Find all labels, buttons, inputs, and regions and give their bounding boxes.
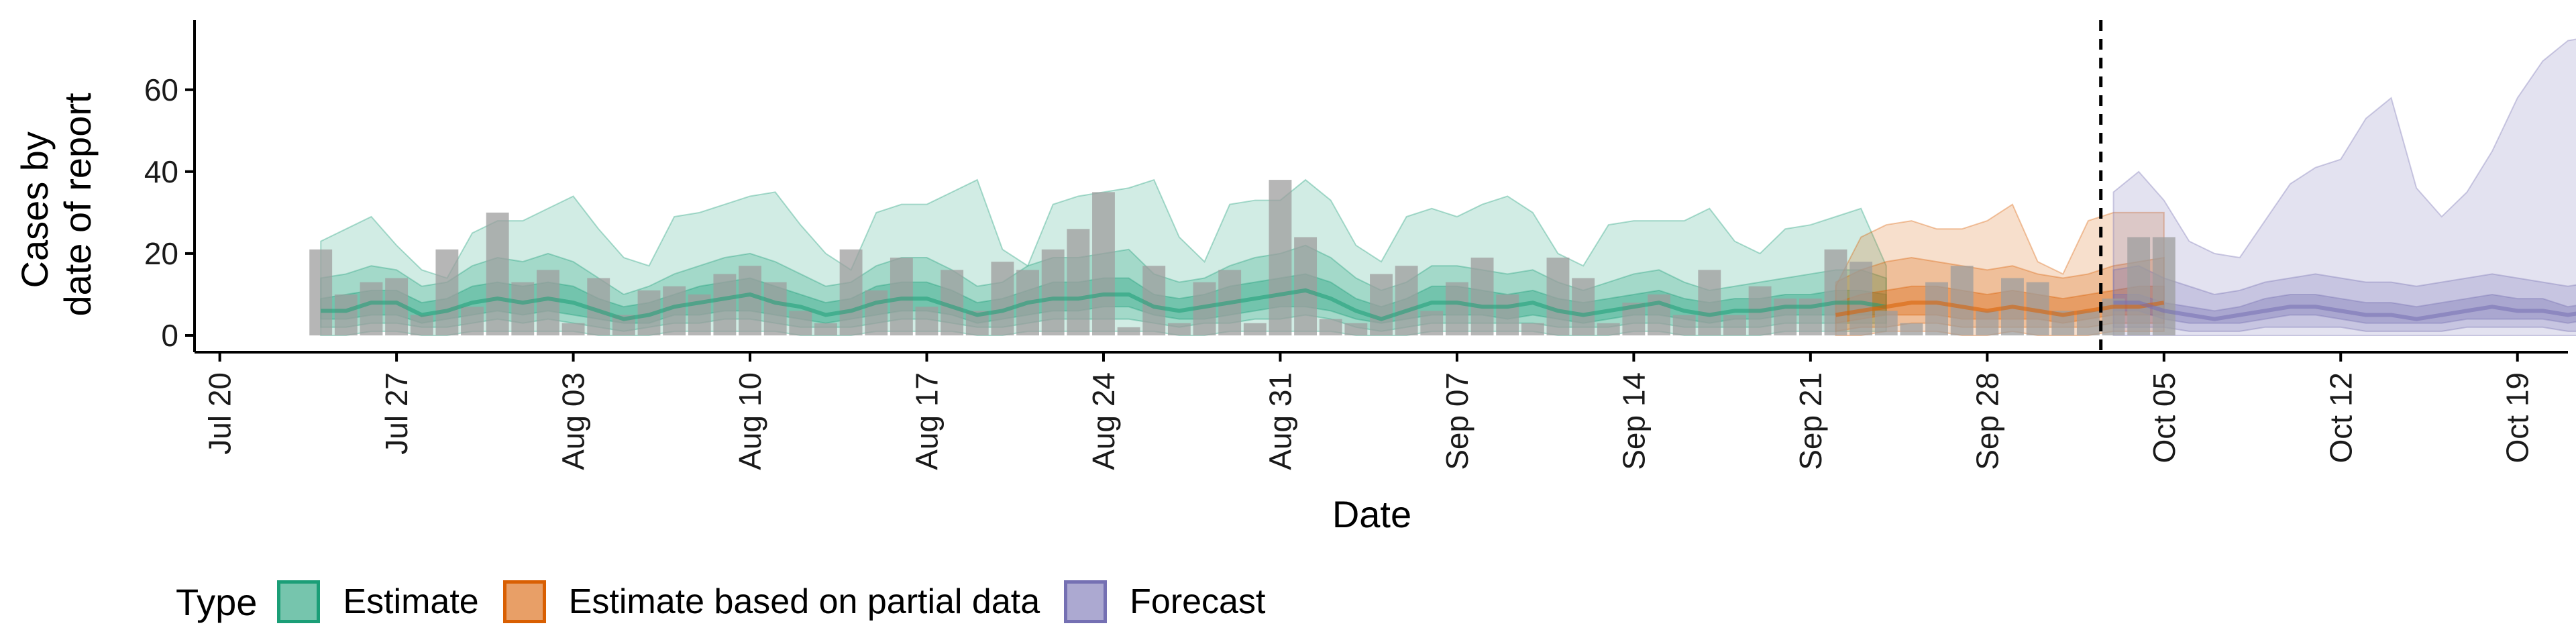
reported-cases-bar: [1117, 327, 1140, 335]
legend-item-partial: Estimate based on partial data: [502, 580, 1040, 623]
reported-cases-bar: [865, 290, 888, 335]
reported-cases-bar: [2152, 237, 2176, 335]
reported-cases-bar: [1976, 311, 1999, 335]
reported-cases-bar: [2076, 311, 2100, 335]
reported-cases-bar: [1395, 266, 1418, 335]
reported-cases-bar: [536, 270, 559, 335]
reported-cases-bar: [1041, 249, 1065, 335]
reported-cases-bar: [739, 266, 761, 335]
y-axis-title-line-1: Cases by: [13, 131, 56, 288]
x-tick-label: Oct 19: [2500, 372, 2535, 464]
reported-cases-bar: [1723, 315, 1746, 335]
reported-cases-bar: [1698, 270, 1721, 335]
legend-title: Type: [176, 580, 258, 623]
y-axis-title-line-2: date of report: [56, 93, 99, 317]
reported-cases-bar: [1874, 311, 1898, 335]
x-axis-title: Date: [1332, 493, 1411, 535]
x-tick-label: Sep 28: [1970, 372, 2004, 470]
x-tick-label: Jul 20: [203, 372, 237, 455]
x-tick-label: Oct 12: [2323, 372, 2358, 464]
x-tick-label: Aug 03: [556, 372, 591, 470]
reported-cases-bar: [991, 262, 1014, 335]
estimate-based-on-partial-data-median-line: [1835, 301, 2165, 317]
reported-cases-bar: [1370, 274, 1393, 335]
axes: 0 20 40 60 Jul 20 Jul 27 Aug 03 Aug 10 Aug 17 Aug…: [144, 20, 2568, 470]
y-tick-label: 60: [144, 72, 178, 107]
legend-swatch-estimate: [277, 580, 321, 623]
reported-cases-bar: [890, 258, 913, 335]
reported-cases-bar: [839, 249, 863, 335]
reported-cases-bar: [1849, 262, 1873, 335]
x-tick-label: Aug 31: [1263, 372, 1297, 470]
reported-cases-bar: [410, 315, 433, 335]
x-tick-label: Oct 05: [2147, 372, 2182, 464]
reported-cases-bar: [1925, 282, 1948, 335]
reported-cases-bar: [360, 282, 383, 335]
forecast-median-line: [2113, 301, 2576, 321]
reported-cases-bar: [789, 311, 812, 335]
reported-cases-bar: [461, 307, 484, 335]
reported-cases-bar: [763, 282, 787, 335]
x-tick-label: Aug 24: [1086, 372, 1121, 470]
x-tick-label: Aug 17: [910, 372, 945, 470]
reported-cases-bar: [814, 323, 837, 335]
reported-cases-bar: [561, 323, 585, 335]
reported-cases-bar: [2127, 237, 2151, 335]
reported-cases-bar: [1648, 294, 1670, 335]
x-tick-label: Sep 14: [1616, 372, 1651, 470]
reported-cases-bar: [1496, 294, 1519, 335]
reported-cases-bar: [309, 249, 333, 335]
reported-cases-bar: [1445, 282, 1468, 335]
reported-cases-bar: [1243, 323, 1267, 335]
legend-swatch-forecast: [1064, 580, 1108, 623]
reported-cases-bars: [309, 180, 2176, 335]
legend-item-forecast: Forecast: [1064, 580, 1265, 623]
x-tick-label: Jul 27: [379, 372, 414, 455]
reported-cases-bar: [1900, 323, 1923, 335]
reported-cases-bar: [1521, 323, 1544, 335]
reported-cases-bar: [2102, 299, 2125, 335]
y-tick-label: 40: [144, 154, 178, 189]
legend-label-estimate: Estimate: [343, 582, 479, 621]
legend: Type Estimate Estimate based on partial …: [176, 572, 1289, 632]
reported-cases-bar: [1470, 258, 1494, 335]
reported-cases-bar: [1167, 323, 1191, 335]
reported-cases-bar: [1420, 311, 1444, 335]
legend-label-partial: Estimate based on partial data: [568, 582, 1040, 621]
x-tick-label: Sep 07: [1440, 372, 1474, 470]
reported-cases-bar: [1142, 266, 1166, 335]
reported-cases-bar: [435, 249, 459, 335]
reported-cases-bar: [713, 274, 737, 335]
y-axis-title: Cases by date of report: [13, 93, 99, 317]
estimate-median-line: [321, 288, 1887, 321]
reported-cases-bar: [1824, 249, 1847, 335]
reported-cases-bar: [1672, 315, 1696, 335]
reported-cases-bar: [1546, 258, 1570, 335]
reported-cases-bar: [1774, 299, 1797, 335]
reported-cases-bar: [1067, 229, 1090, 335]
y-tick-label: 0: [161, 318, 178, 353]
legend-item-estimate: Estimate: [277, 580, 479, 623]
y-tick-label: 20: [144, 236, 178, 271]
reported-cases-bar: [1092, 192, 1115, 335]
reported-cases-bar: [1950, 266, 1974, 335]
reported-cases-bar: [1319, 319, 1342, 335]
legend-swatch-partial: [502, 580, 546, 623]
x-tick-label: Aug 10: [733, 372, 767, 470]
reported-cases-bar: [1269, 180, 1292, 335]
reported-cases-bar: [1294, 237, 1318, 335]
reported-cases-bar: [1597, 323, 1620, 335]
x-tick-label: Sep 21: [1793, 372, 1828, 470]
reported-cases-bar: [511, 282, 535, 335]
reported-cases-bar: [486, 212, 509, 335]
reported-cases-bar: [1344, 323, 1368, 335]
forecast-outer-band: [2112, 38, 2576, 336]
reported-cases-bar: [334, 294, 358, 335]
median-lines: [321, 288, 2576, 321]
legend-label-forecast: Forecast: [1130, 582, 1266, 621]
reported-cases-bar: [1572, 278, 1595, 335]
reported-cases-bar: [915, 307, 938, 335]
